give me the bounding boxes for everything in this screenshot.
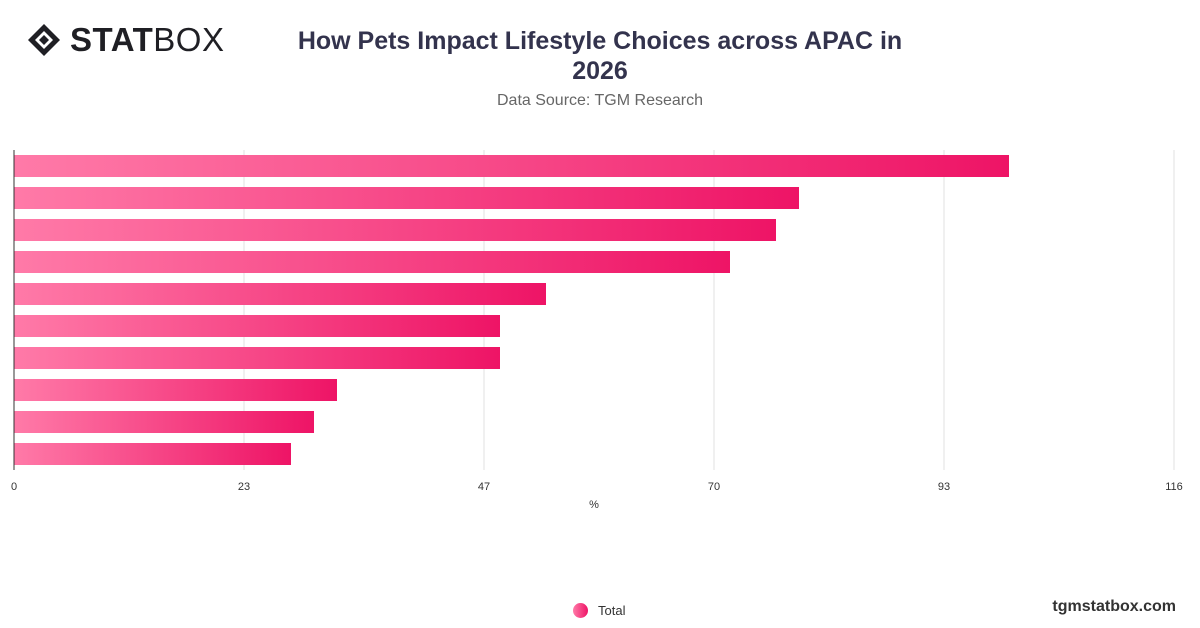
bar[interactable]: [14, 347, 500, 369]
bar[interactable]: [14, 187, 799, 209]
chart-title-line-1: How Pets Impact Lifestyle Choices across…: [297, 27, 903, 55]
x-tick-label: 47: [478, 481, 490, 493]
x-tick-label: 0: [11, 481, 17, 493]
bar[interactable]: [14, 251, 730, 273]
logo-text-bold: STAT: [70, 21, 154, 58]
bar[interactable]: [14, 219, 776, 241]
bar[interactable]: [14, 155, 1009, 177]
x-tick-label: 93: [938, 481, 950, 493]
logo-text: STAT BOX: [70, 22, 224, 58]
logo-text-light: BOX: [153, 21, 225, 58]
legend-label-total: Total: [598, 603, 626, 618]
x-axis-label: %: [589, 499, 599, 511]
legend[interactable]: Total: [573, 603, 625, 618]
x-tick-label: 116: [1165, 481, 1183, 493]
legend-swatch: [573, 603, 588, 618]
x-axis-ticks: 0 23 47 70 93 116: [11, 481, 1183, 493]
bar[interactable]: [14, 379, 337, 401]
statbox-logo[interactable]: STAT BOX: [26, 22, 224, 58]
bars: [14, 155, 1009, 465]
x-tick-label: 23: [238, 481, 250, 493]
bar[interactable]: [14, 411, 314, 433]
chart-title-line-2: 2026: [572, 57, 628, 85]
bar[interactable]: [14, 443, 291, 465]
bar[interactable]: [14, 315, 500, 337]
chart-title: How Pets Impact Lifestyle Choices across…: [290, 26, 910, 86]
brand-link[interactable]: tgmstatbox.com: [1052, 598, 1176, 615]
chart-subtitle: Data Source: TGM Research: [496, 92, 703, 109]
diamond-logo-icon: [28, 24, 60, 56]
x-tick-label: 70: [708, 481, 720, 493]
bar[interactable]: [14, 283, 546, 305]
